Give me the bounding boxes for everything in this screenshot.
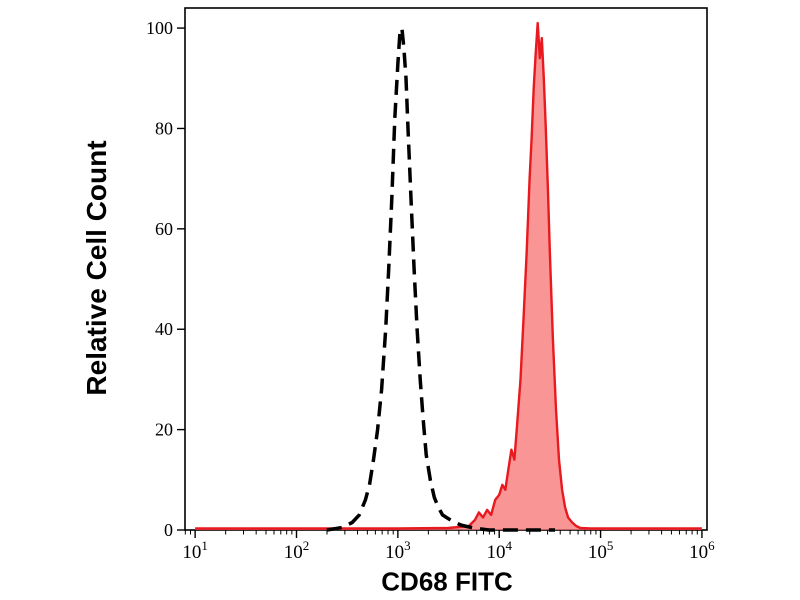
svg-text:103: 103 (385, 538, 411, 563)
svg-text:0: 0 (164, 520, 173, 540)
svg-text:105: 105 (588, 538, 614, 563)
x-axis-title: CD68 FITC (381, 566, 513, 597)
svg-text:101: 101 (182, 538, 208, 563)
y-axis-title: Relative Cell Count (81, 140, 112, 396)
svg-text:104: 104 (486, 538, 512, 563)
svg-text:40: 40 (155, 319, 173, 339)
svg-text:80: 80 (155, 118, 173, 138)
svg-text:60: 60 (155, 219, 173, 239)
svg-text:100: 100 (146, 18, 173, 38)
svg-text:106: 106 (689, 538, 715, 563)
svg-text:20: 20 (155, 420, 173, 440)
svg-text:102: 102 (284, 538, 310, 563)
